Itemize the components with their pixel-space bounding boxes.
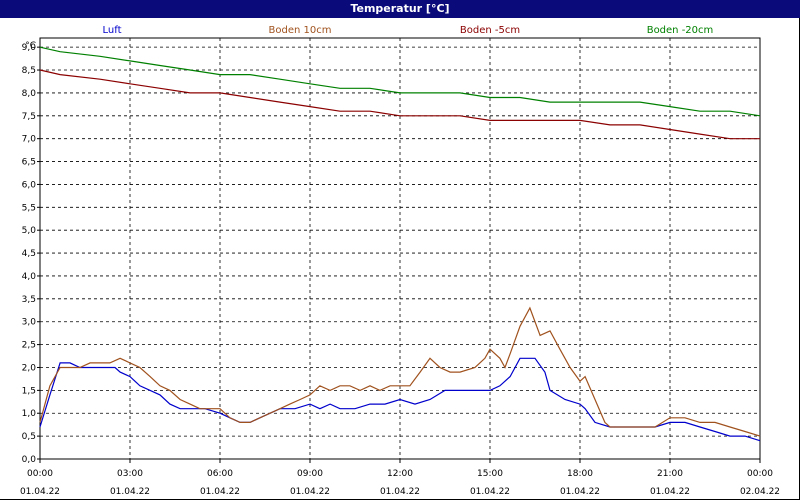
- x-tick-time: 00:00: [747, 469, 773, 479]
- x-tick-date: 02.04.22: [740, 487, 780, 497]
- x-tick-date: 01.04.22: [20, 487, 60, 497]
- y-tick-label: 6,0: [22, 180, 37, 190]
- series-line: [39, 69, 760, 140]
- chart-title: Temperatur [°C]: [350, 2, 450, 15]
- legend-item: Luft: [103, 25, 122, 36]
- y-tick-label: 3,0: [22, 318, 37, 328]
- y-tick-label: 1,0: [22, 409, 37, 419]
- chart-title-bar: Temperatur [°C]: [0, 0, 800, 18]
- y-tick-label: 5,0: [22, 226, 37, 236]
- y-tick-label: 7,0: [22, 135, 37, 145]
- legend-item: Boden -20cm: [647, 25, 714, 36]
- x-tick-time: 03:00: [117, 469, 143, 479]
- series-line: [39, 46, 761, 117]
- y-tick-label: 7,5: [22, 112, 36, 122]
- x-tick-time: 21:00: [657, 469, 683, 479]
- x-tick-date: 01.04.22: [470, 487, 510, 497]
- y-tick-label: 0,0: [22, 455, 37, 465]
- y-tick-label: 2,5: [22, 341, 36, 351]
- x-tick-time: 00:00: [27, 469, 53, 479]
- y-tick-label: 2,0: [22, 363, 37, 373]
- legend-item: Boden 10cm: [269, 25, 332, 36]
- y-tick-label: 8,0: [22, 89, 37, 99]
- x-tick-time: 06:00: [207, 469, 233, 479]
- x-tick-date: 01.04.22: [290, 487, 330, 497]
- x-tick-date: 01.04.22: [110, 487, 150, 497]
- y-tick-label: 9,0: [22, 43, 37, 53]
- y-axis-unit: °C: [25, 41, 36, 51]
- y-tick-label: 4,0: [22, 272, 37, 282]
- x-tick-date: 01.04.22: [560, 487, 600, 497]
- y-tick-label: 0,5: [22, 432, 36, 442]
- x-tick-time: 15:00: [477, 469, 503, 479]
- x-tick-time: 18:00: [567, 469, 593, 479]
- legend-item: Boden -5cm: [460, 25, 520, 36]
- x-tick-date: 01.04.22: [200, 487, 240, 497]
- series-line: [39, 306, 761, 437]
- y-tick-label: 4,5: [22, 249, 36, 259]
- x-tick-date: 01.04.22: [380, 487, 420, 497]
- y-tick-label: 1,5: [22, 386, 36, 396]
- y-tick-label: 5,5: [22, 203, 36, 213]
- x-tick-date: 01.04.22: [650, 487, 690, 497]
- y-tick-label: 6,5: [22, 158, 36, 168]
- y-tick-label: 8,5: [22, 66, 36, 76]
- x-tick-time: 09:00: [297, 469, 323, 479]
- y-tick-label: 3,5: [22, 295, 36, 305]
- x-tick-time: 12:00: [387, 469, 413, 479]
